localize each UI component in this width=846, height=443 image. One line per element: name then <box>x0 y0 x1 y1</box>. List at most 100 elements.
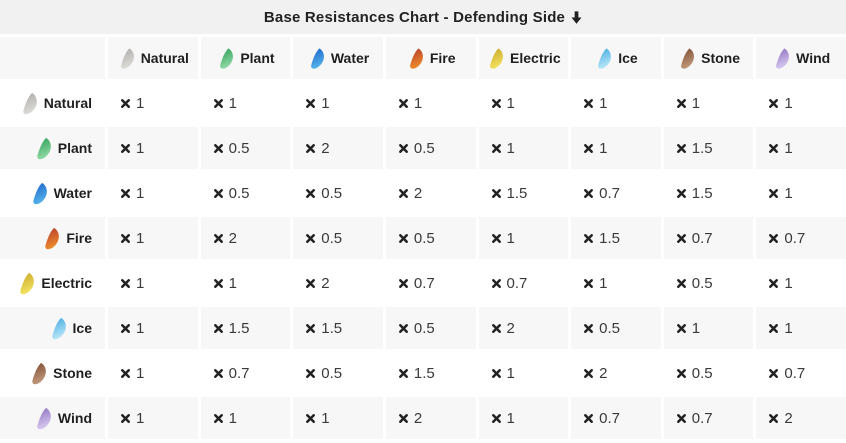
fire-type-icon <box>409 47 423 69</box>
multiplier-cell-ice-vs-fire: 0.5 <box>385 307 476 349</box>
multiply-icon <box>306 188 316 198</box>
multiply-icon <box>491 143 501 153</box>
multiplier-cell-fire-vs-ice: 1.5 <box>571 217 661 259</box>
table-row-electric: Electric 1 1 2 0.7 <box>0 262 846 304</box>
multiply-icon <box>121 143 130 153</box>
multiply-icon <box>121 368 130 378</box>
multiply-icon <box>398 278 408 288</box>
multiplier-cell-stone-vs-stone: 0.5 <box>663 352 754 394</box>
multiply-icon <box>213 98 223 108</box>
column-header-plant: Plant <box>200 37 291 79</box>
multiply-icon <box>491 413 501 423</box>
row-header-water: Water <box>0 172 105 214</box>
water-type-icon <box>310 47 324 69</box>
multiply-icon <box>306 413 316 423</box>
multiplier-cell-wind-vs-water: 1 <box>293 397 383 439</box>
multiplier-cell-water-vs-electric: 1.5 <box>478 172 569 214</box>
wind-type-icon <box>776 47 790 69</box>
multiply-icon <box>306 278 316 288</box>
multiplier-cell-wind-vs-stone: 0.7 <box>663 397 754 439</box>
multiplier-cell-fire-vs-stone: 0.7 <box>663 217 754 259</box>
multiply-icon <box>306 368 316 378</box>
multiplier-cell-stone-vs-water: 0.5 <box>293 352 383 394</box>
multiplier-cell-water-vs-natural: 1 <box>108 172 198 214</box>
multiply-icon <box>769 98 779 108</box>
multiply-icon <box>121 278 130 288</box>
multiply-icon <box>306 143 316 153</box>
resistance-table: Natural Plant Water Fire Electric <box>0 34 846 439</box>
electric-type-icon <box>20 272 35 294</box>
multiplier-cell-stone-vs-wind: 0.7 <box>756 352 846 394</box>
multiplier-cell-fire-vs-natural: 1 <box>108 217 198 259</box>
row-header-stone: Stone <box>0 352 105 394</box>
multiplier-cell-fire-vs-electric: 1 <box>478 217 569 259</box>
natural-type-icon <box>120 47 134 69</box>
multiplier-cell-water-vs-wind: 1 <box>756 172 846 214</box>
multiply-icon <box>398 368 408 378</box>
multiply-icon <box>491 188 501 198</box>
table-row-wind: Wind 1 1 1 2 1 <box>0 397 846 439</box>
multiply-icon <box>676 278 686 288</box>
multiplier-cell-wind-vs-wind: 2 <box>756 397 846 439</box>
multiplier-cell-stone-vs-ice: 2 <box>571 352 661 394</box>
row-header-fire: Fire <box>0 217 105 259</box>
column-header-electric: Electric <box>478 37 569 79</box>
multiply-icon <box>676 188 686 198</box>
multiply-icon <box>306 233 316 243</box>
multiplier-cell-electric-vs-wind: 1 <box>756 262 846 304</box>
multiplier-cell-ice-vs-ice: 0.5 <box>571 307 661 349</box>
stone-type-icon <box>681 47 695 69</box>
stone-type-icon <box>32 362 47 384</box>
multiply-icon <box>398 98 408 108</box>
multiply-icon <box>491 323 501 333</box>
multiply-icon <box>213 413 223 423</box>
multiplier-cell-natural-vs-water: 1 <box>293 82 383 124</box>
multiply-icon <box>769 323 779 333</box>
multiply-icon <box>306 323 316 333</box>
multiplier-cell-plant-vs-electric: 1 <box>478 127 569 169</box>
down-arrow-icon <box>571 10 582 24</box>
multiplier-cell-ice-vs-plant: 1.5 <box>200 307 291 349</box>
multiplier-cell-wind-vs-fire: 2 <box>385 397 476 439</box>
multiplier-cell-fire-vs-water: 0.5 <box>293 217 383 259</box>
multiply-icon <box>769 278 779 288</box>
multiplier-cell-electric-vs-stone: 0.5 <box>663 262 754 304</box>
multiply-icon <box>584 368 594 378</box>
multiplier-cell-plant-vs-wind: 1 <box>756 127 846 169</box>
column-header-wind: Wind <box>756 37 846 79</box>
water-type-icon <box>32 182 47 204</box>
multiplier-cell-plant-vs-fire: 0.5 <box>385 127 476 169</box>
multiply-icon <box>676 98 686 108</box>
multiplier-cell-stone-vs-electric: 1 <box>478 352 569 394</box>
header-row: Natural Plant Water Fire Electric <box>0 37 846 79</box>
multiply-icon <box>398 143 408 153</box>
ice-type-icon <box>598 47 612 69</box>
multiply-icon <box>769 233 779 243</box>
multiplier-cell-wind-vs-natural: 1 <box>108 397 198 439</box>
chart-title-bar[interactable]: Base Resistances Chart - Defending Side <box>0 0 846 34</box>
multiply-icon <box>213 143 223 153</box>
multiply-icon <box>121 98 130 108</box>
row-header-ice: Ice <box>0 307 105 349</box>
multiply-icon <box>584 278 594 288</box>
table-row-stone: Stone 1 0.7 0.5 1.5 <box>0 352 846 394</box>
fire-type-icon <box>45 227 60 249</box>
multiplier-cell-electric-vs-fire: 0.7 <box>385 262 476 304</box>
multiplier-cell-natural-vs-wind: 1 <box>756 82 846 124</box>
multiplier-cell-ice-vs-stone: 1 <box>663 307 754 349</box>
table-body: Natural 1 1 1 1 <box>0 82 846 439</box>
wind-type-icon <box>37 407 51 429</box>
multiplier-cell-wind-vs-ice: 0.7 <box>571 397 661 439</box>
multiplier-cell-wind-vs-plant: 1 <box>200 397 291 439</box>
multiply-icon <box>676 413 686 423</box>
multiply-icon <box>398 413 408 423</box>
table-row-ice: Ice 1 1.5 1.5 0.5 <box>0 307 846 349</box>
corner-cell <box>0 37 105 79</box>
multiply-icon <box>121 188 130 198</box>
multiply-icon <box>491 98 501 108</box>
multiplier-cell-fire-vs-plant: 2 <box>200 217 291 259</box>
multiply-icon <box>584 233 594 243</box>
multiplier-cell-electric-vs-ice: 1 <box>571 262 661 304</box>
multiplier-cell-water-vs-fire: 2 <box>385 172 476 214</box>
multiplier-cell-plant-vs-plant: 0.5 <box>200 127 291 169</box>
